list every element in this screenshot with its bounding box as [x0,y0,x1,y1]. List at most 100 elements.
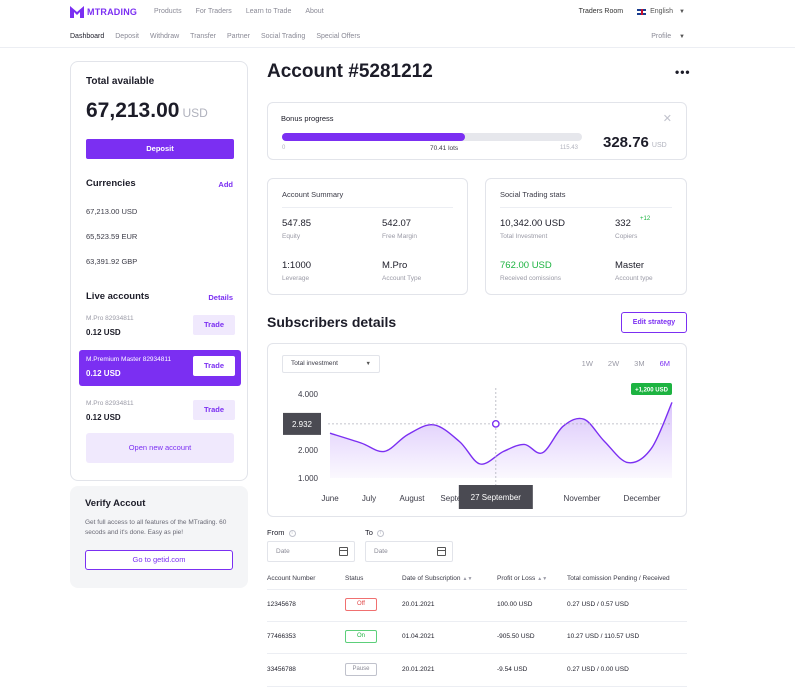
nav-for-traders[interactable]: For Traders [195,8,232,15]
x-tick-label: June [321,494,339,503]
row-pl: -905.50 USD [497,633,535,640]
chevron-down-icon: ▼ [679,34,685,40]
y-highlight-box [283,412,321,435]
divider [282,207,453,208]
add-currency-link[interactable]: Add [218,180,233,189]
account-summary-card: Account Summary 547.85 Equity 542.07 Fre… [267,178,468,295]
x-highlight-box [458,485,533,509]
divider [267,653,687,654]
subnav-deposit[interactable]: Deposit [115,33,139,40]
bonus-progress-card: Bonus progress ✕ 0 70.41 lots 115.43 328… [267,102,687,160]
tab-3m[interactable]: 3M [634,359,645,368]
more-icon[interactable]: ••• [675,65,691,79]
from-date-input[interactable]: Date [267,541,355,562]
copiers-value: 332 [615,218,631,229]
subnav-transfer[interactable]: Transfer [190,33,216,40]
nav-learn-to-trade[interactable]: Learn to Trade [245,8,292,15]
total-investment-label: Total Investment [500,233,548,240]
th-status: Status [345,575,364,582]
from-date-placeholder: Date [276,548,290,555]
tab-1w[interactable]: 1W [581,359,593,368]
trade-button[interactable]: Trade [193,356,235,376]
traders-room-link[interactable]: Traders Room [578,8,624,15]
copiers-delta: +12 [640,216,651,222]
nav-right: Traders Room English ▼ [579,8,685,15]
logo-icon [70,6,84,18]
tab-6m[interactable]: 6M [659,359,670,368]
status-badge: On [345,630,377,643]
leverage-value: 1:1000 [282,260,312,271]
subnav-dashboard[interactable]: Dashboard [70,33,105,40]
profile-menu[interactable]: Profile ▼ [651,33,685,40]
chart-metric-select[interactable]: Total investment ▼ [282,355,380,373]
th-date-label: Date of Subscription [402,575,461,582]
chart-metric-value: Total investment [291,360,338,367]
bonus-progress-fill [282,133,465,141]
subnav-partner[interactable]: Partner [226,33,250,40]
currencies-title: Currencies [86,178,136,189]
row-pl: 100.00 USD [497,601,533,608]
bonus-currency: USD [651,142,667,149]
subscribers-title: Subscribers details [267,314,397,330]
to-date-input[interactable]: Date [365,541,453,562]
sort-icon: ▲▼ [537,576,548,582]
account-name: M.Pro 82934811 [86,400,134,407]
account-summary-title: Account Summary [282,190,344,199]
live-account-item[interactable]: M.Pro 82934811 0.12 USD Trade [79,394,241,430]
bonus-current: 70.41 lots [430,145,459,152]
free-margin-value: 542.07 [382,218,412,229]
subnav-social-trading[interactable]: Social Trading [260,33,306,40]
subnav-special-offers[interactable]: Special Offers [316,33,361,40]
live-account-item-selected[interactable]: M.Premium Master 82934811 0.12 USD Trade [79,350,241,386]
th-date[interactable]: Date of Subscription ▲▼ [402,575,472,582]
uk-flag-icon [637,8,647,15]
open-new-account-button[interactable]: Open new account [86,433,234,463]
y-tick-label: 2.000 [298,446,319,455]
balance-card: Total available 67,213.00 USD Deposit Cur… [70,61,248,481]
logo[interactable]: MTRADING [70,6,137,18]
x-tick-label: November [564,494,601,503]
total-available-label: Total available [86,76,155,87]
tab-2w[interactable]: 2W [607,359,620,368]
equity-value: 547.85 [282,218,312,229]
subnav-withdraw[interactable]: Withdraw [149,33,180,40]
account-type-label: Account Type [382,275,422,282]
close-icon[interactable]: ✕ [662,113,672,125]
row-commission: 10.27 USD / 110.57 USD [567,633,640,640]
calendar-icon[interactable] [339,547,348,556]
account-name: M.Pro 82934811 [86,315,134,322]
divider [267,621,687,622]
row-date: 01.04.2021 [402,633,435,640]
language-selector[interactable]: English [650,8,674,15]
trade-button[interactable]: Trade [193,315,235,335]
getid-button[interactable]: Go to getid.com [85,550,233,570]
x-tick-label: August [400,494,426,503]
gain-badge [631,383,672,395]
bonus-min: 0 [282,145,286,151]
balance-currency: USD [182,106,208,120]
y-tick-label: 1.000 [298,474,319,483]
chevron-down-icon: ▼ [365,361,371,367]
free-margin-label: Free Margin [382,233,418,240]
chart-area-fill [330,402,672,478]
equity-label: Equity [282,233,301,240]
logo-text: MTRADING [87,7,138,17]
total-investment-value: 10,342.00 USD [500,218,565,229]
nav-about[interactable]: About [305,8,324,15]
nav-products[interactable]: Products [154,8,182,15]
gain-badge-label: +1,200 USD [635,388,669,394]
live-accounts-details-link[interactable]: Details [208,293,233,302]
th-profit-loss[interactable]: Profit or Loss ▲▼ [497,575,547,582]
subnav-links: Dashboard Deposit Withdraw Transfer Part… [70,33,371,40]
deposit-button[interactable]: Deposit [86,139,234,159]
th-profit-loss-label: Profit or Loss [497,575,536,582]
live-account-item[interactable]: M.Pro 82934811 0.12 USD Trade [79,309,241,345]
x-tick-label: July [362,494,376,503]
chevron-down-icon[interactable]: ▼ [679,8,685,15]
sort-icon: ▲▼ [462,576,473,582]
trade-button[interactable]: Trade [193,400,235,420]
chart-line [329,402,673,465]
to-label: To i [365,528,384,537]
edit-strategy-button[interactable]: Edit strategy [621,312,687,333]
calendar-icon[interactable] [437,547,446,556]
